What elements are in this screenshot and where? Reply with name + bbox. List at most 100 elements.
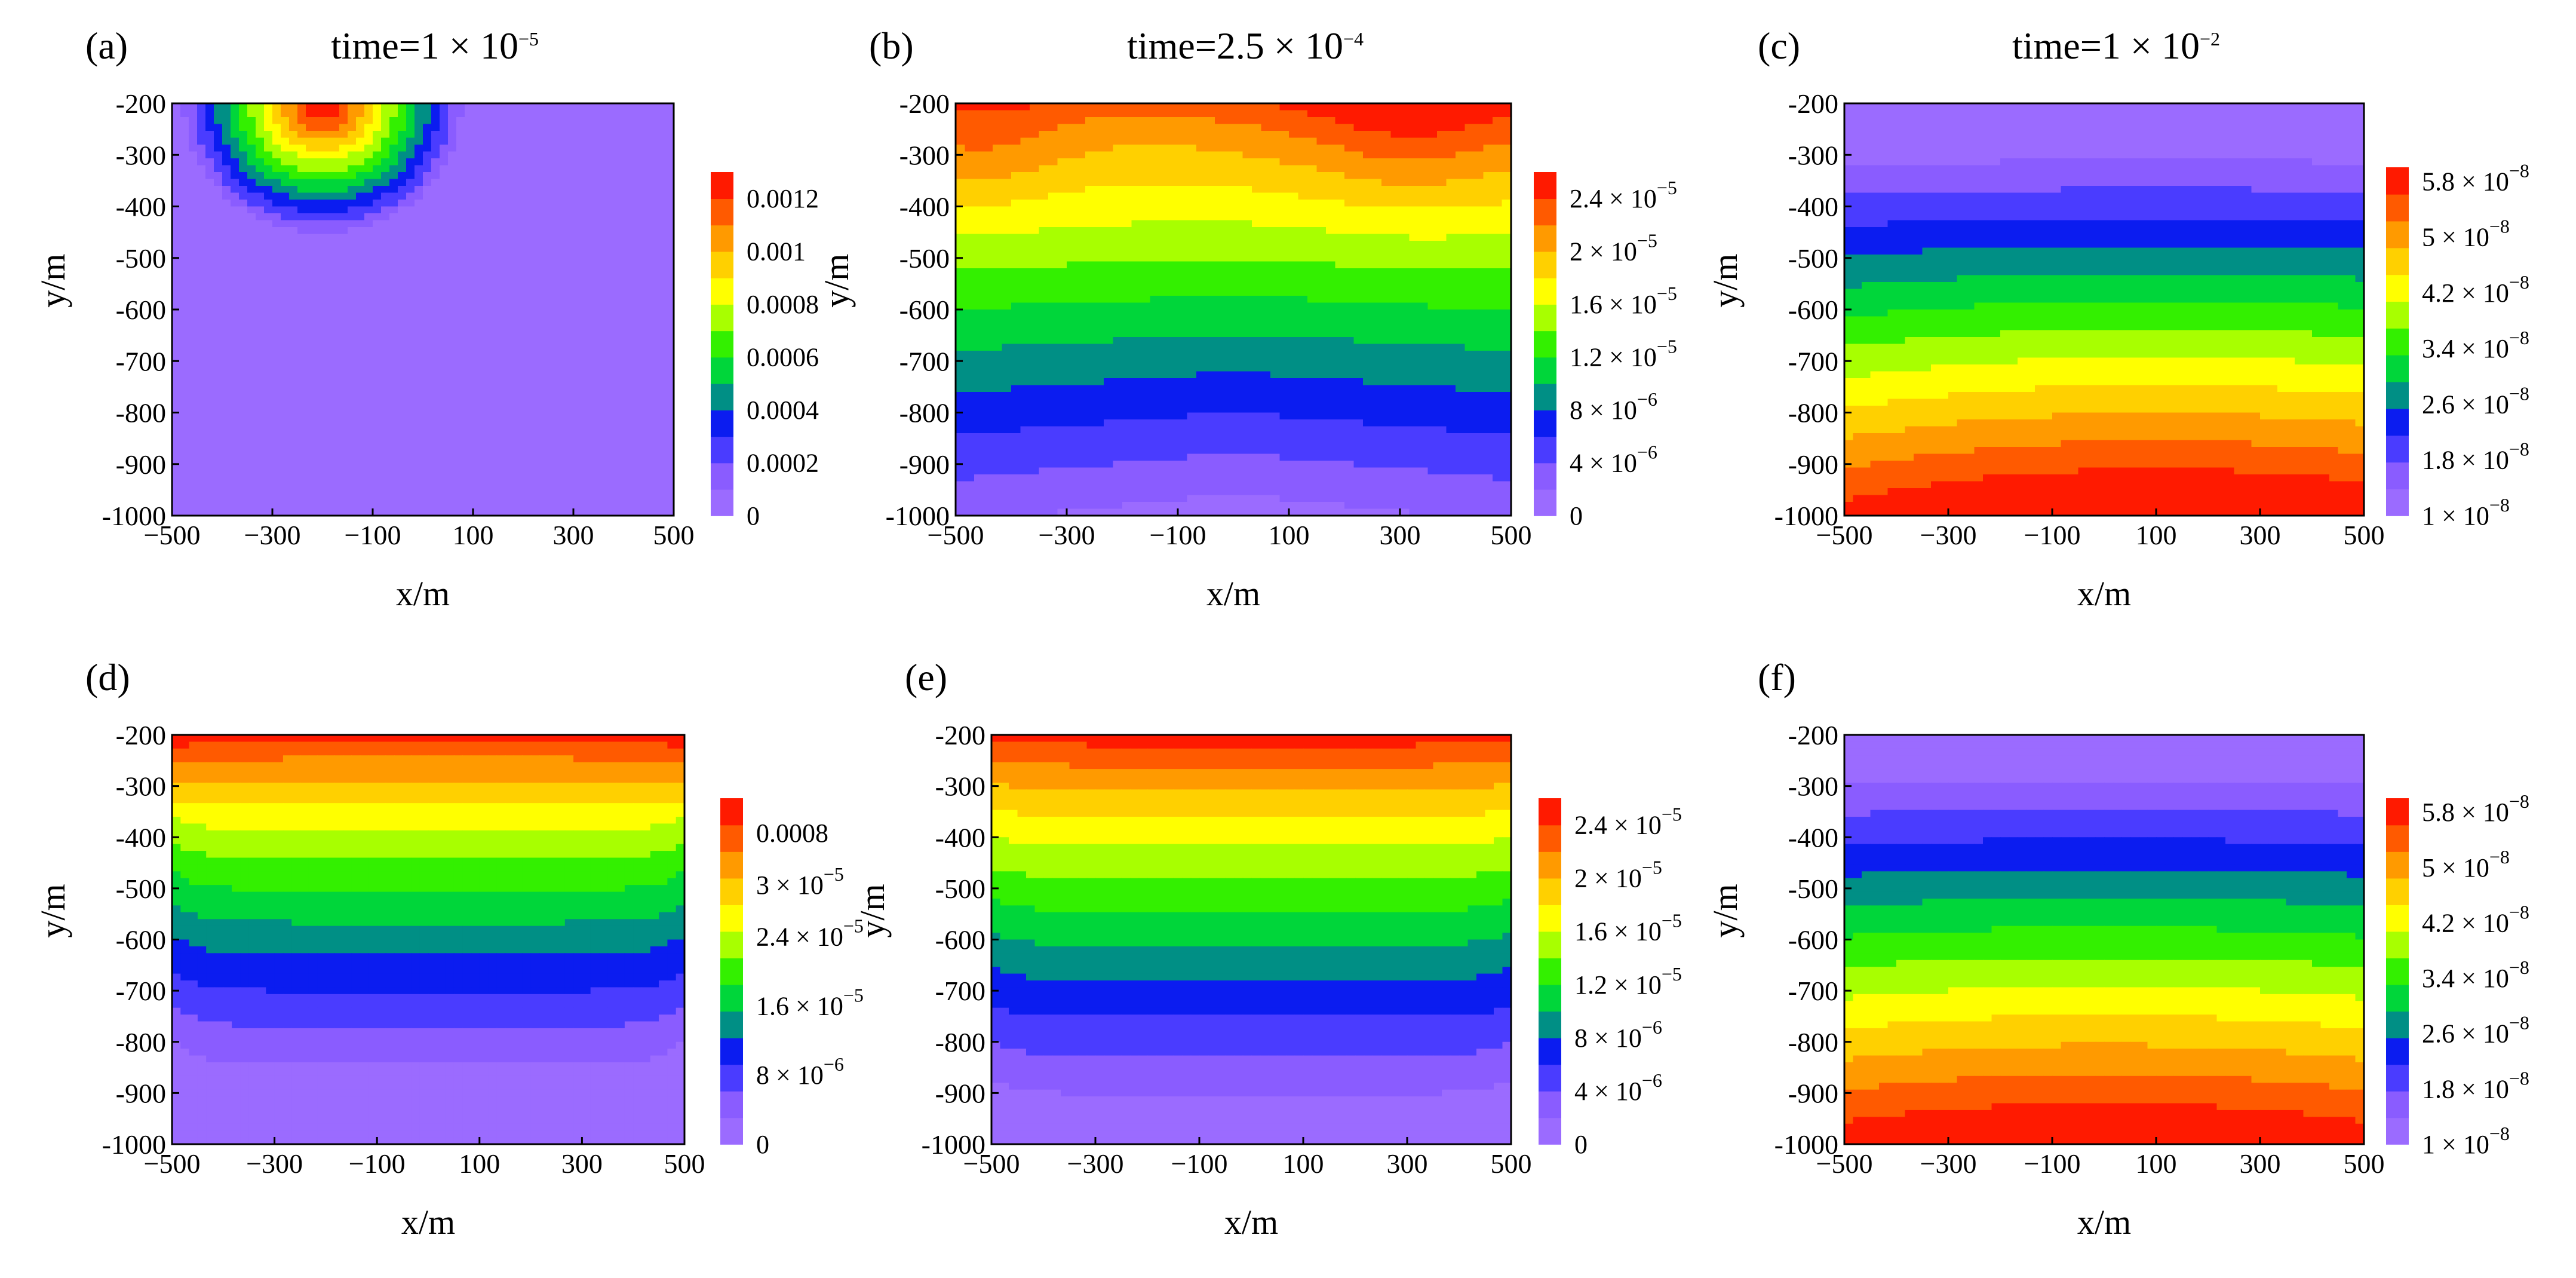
heat-cell — [465, 481, 474, 489]
heat-cell — [515, 131, 524, 139]
heat-cell — [974, 137, 984, 145]
heat-cell — [423, 227, 432, 235]
heat-cell — [632, 282, 641, 290]
heat-cell — [1233, 234, 1244, 241]
heat-cell — [256, 502, 265, 510]
heat-cell — [465, 412, 474, 420]
heat-cell — [1326, 247, 1336, 255]
heat-cell — [231, 213, 240, 221]
heat-cell — [532, 302, 541, 310]
heat-cell — [180, 268, 189, 276]
heat-cell — [281, 165, 290, 173]
heat-cell — [356, 275, 365, 283]
heat-cell — [624, 323, 633, 331]
heat-cell — [598, 502, 607, 510]
heat-cell — [1419, 103, 1429, 111]
heat-cell — [180, 227, 189, 235]
heat-cell — [1076, 145, 1086, 152]
heat-cell — [256, 261, 265, 269]
heat-cell — [281, 192, 290, 200]
heat-cell — [297, 110, 306, 118]
heat-cell — [1039, 165, 1049, 173]
heat-cell — [532, 137, 541, 145]
heat-cell — [180, 426, 189, 434]
heat-cell — [490, 261, 499, 269]
heat-cell — [423, 426, 432, 434]
heat-cell — [398, 145, 407, 152]
heat-cell — [197, 399, 206, 406]
heat-cell — [1242, 220, 1252, 228]
heat-cell — [1316, 227, 1327, 235]
heat-cell — [364, 268, 373, 276]
heat-cell — [373, 467, 382, 475]
heat-cell — [306, 227, 315, 235]
heat-cell — [1289, 186, 1299, 194]
heat-cell — [1456, 227, 1466, 235]
heat-cell — [607, 227, 616, 235]
heat-cell — [590, 385, 599, 393]
heat-cell — [356, 440, 365, 448]
heat-cell — [498, 117, 507, 125]
heat-cell — [983, 137, 993, 145]
heat-cell — [582, 206, 591, 214]
heat-cell — [481, 165, 490, 173]
heat-cell — [423, 453, 432, 461]
heat-cell — [339, 186, 348, 194]
heat-cell — [557, 364, 566, 372]
heat-cell — [297, 426, 306, 434]
heat-cell — [381, 117, 390, 125]
heat-cell — [582, 378, 591, 386]
heat-cell — [481, 467, 490, 475]
heat-cell — [314, 124, 323, 131]
heat-cell — [515, 213, 524, 221]
heat-cell — [573, 474, 582, 482]
heat-cell — [1372, 192, 1382, 200]
heat-cell — [1252, 186, 1262, 194]
heat-cell — [423, 364, 432, 372]
heat-cell — [490, 433, 499, 441]
heat-cell — [289, 179, 298, 186]
heat-cell — [306, 481, 315, 489]
heat-cell — [515, 316, 524, 324]
heat-cell — [172, 323, 181, 331]
heat-cell — [598, 247, 607, 255]
heat-cell — [1215, 158, 1225, 166]
heat-cell — [1233, 172, 1244, 180]
heat-cell — [540, 412, 549, 420]
heat-cell — [573, 268, 582, 276]
heat-cell — [490, 440, 499, 448]
heat-cell — [448, 364, 457, 372]
heat-cell — [557, 172, 566, 180]
heat-cell — [473, 302, 482, 310]
heat-cell — [532, 351, 541, 358]
heat-cell — [256, 241, 265, 249]
heat-cell — [1326, 241, 1336, 249]
heat-cell — [1446, 151, 1456, 159]
heat-cell — [657, 282, 666, 290]
heat-cell — [1372, 200, 1382, 207]
heat-cell — [197, 461, 206, 468]
heat-cell — [607, 433, 616, 441]
heat-cell — [348, 447, 357, 455]
heat-cell — [1289, 158, 1299, 166]
heat-cell — [364, 103, 373, 111]
heat-cell — [289, 200, 298, 207]
heat-cell — [657, 255, 666, 262]
heat-cell — [465, 337, 474, 345]
heat-cell — [481, 419, 490, 427]
heat-cell — [239, 453, 248, 461]
heat-cell — [1030, 137, 1040, 145]
heat-cell — [448, 151, 457, 159]
heat-cell — [289, 392, 298, 400]
heat-cell — [172, 433, 181, 441]
heat-cell — [1168, 234, 1178, 241]
heat-cell — [582, 337, 591, 345]
heat-cell — [331, 364, 340, 372]
heat-cell — [214, 495, 223, 502]
heat-cell — [289, 323, 298, 331]
heat-cell — [632, 357, 641, 365]
heat-cell — [356, 268, 365, 276]
heat-cell — [649, 309, 658, 317]
heat-cell — [339, 192, 348, 200]
heat-cell — [481, 378, 490, 386]
